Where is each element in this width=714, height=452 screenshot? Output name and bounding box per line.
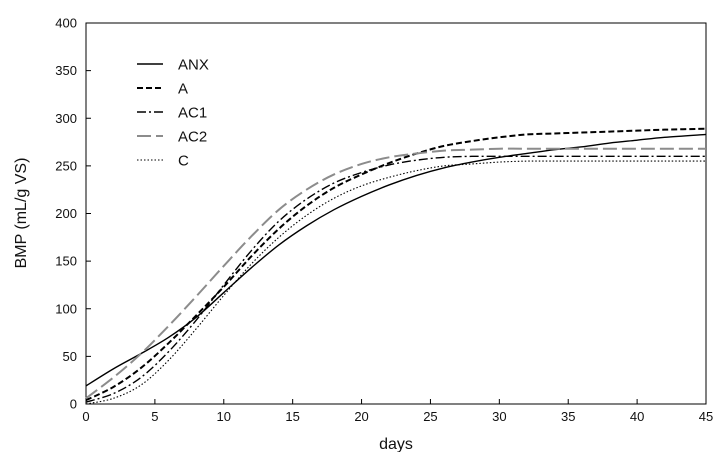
y-axis-title: BMP (mL/g VS): [13, 158, 30, 269]
series-line-ac2: [85, 147, 706, 400]
series-line-a: [85, 127, 707, 402]
legend: ANX A AC1 AC2 C: [137, 57, 209, 170]
x-axis-ticks: 0 5 10 15 20 25 30 35 40 45: [82, 399, 713, 424]
y-tick-label: 300: [55, 111, 77, 126]
legend-label-ac2: AC2: [178, 129, 207, 146]
x-tick-label: 0: [82, 409, 89, 424]
y-tick-label: 100: [55, 301, 77, 316]
legend-label-ac1: AC1: [178, 105, 207, 122]
x-tick-label: 40: [630, 409, 644, 424]
y-tick-label: 400: [55, 16, 77, 31]
x-tick-label: 20: [354, 409, 368, 424]
y-tick-label: 250: [55, 158, 77, 173]
y-tick-label: 0: [70, 397, 77, 412]
y-tick-label: 50: [63, 349, 77, 364]
x-tick-label: 10: [217, 409, 231, 424]
x-tick-label: 30: [492, 409, 506, 424]
legend-label-anx: ANX: [178, 57, 209, 74]
legend-label-c: C: [178, 153, 189, 170]
legend-label-a: A: [178, 81, 188, 98]
x-axis-title: days: [379, 436, 413, 452]
x-tick-label: 15: [285, 409, 299, 424]
y-tick-label: 200: [55, 206, 77, 221]
y-tick-label: 350: [55, 63, 77, 78]
y-tick-label: 150: [55, 254, 77, 269]
series-line-c: [85, 160, 706, 405]
series-line-anx: [85, 133, 707, 387]
series-lines: [85, 127, 707, 405]
x-tick-label: 25: [423, 409, 437, 424]
x-tick-label: 35: [561, 409, 575, 424]
x-tick-label: 5: [151, 409, 158, 424]
series-line-ac1: [85, 155, 706, 403]
x-tick-label: 45: [699, 409, 713, 424]
y-axis-ticks: 0 50 100 150 200 250 300 350 400: [55, 16, 91, 412]
